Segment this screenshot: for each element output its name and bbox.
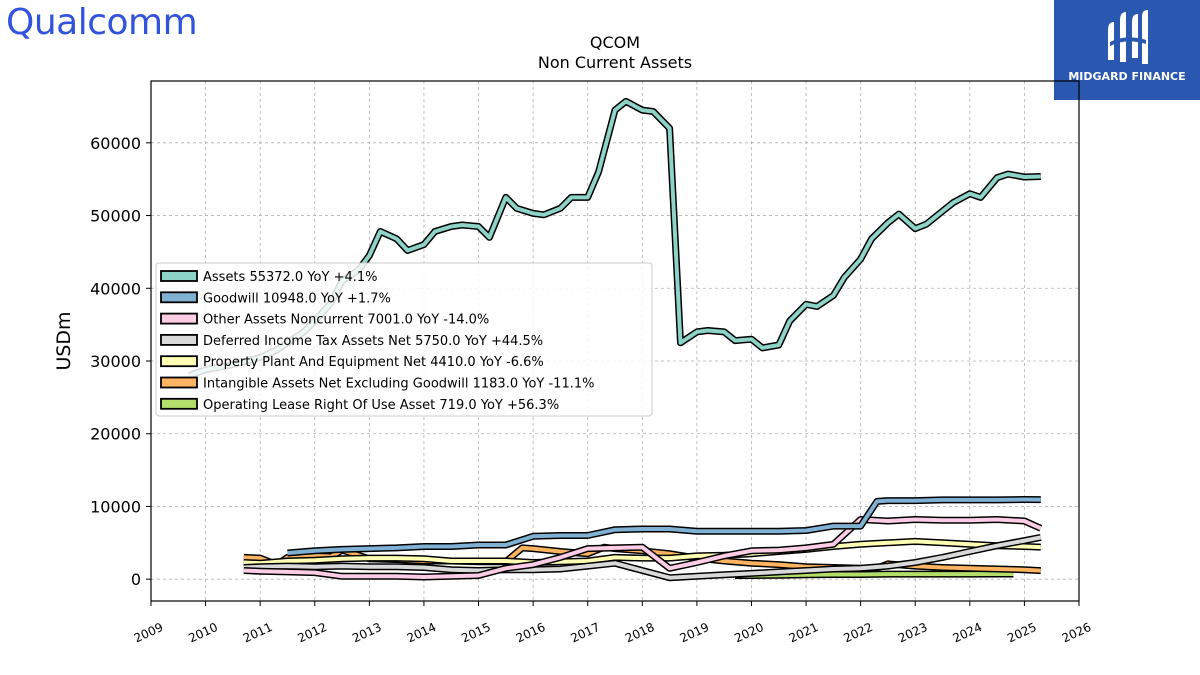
legend-entry: Operating Lease Right Of Use Asset 719.0… [203,398,559,413]
y-tick-label: 20000 [90,425,141,444]
x-tick-label: 2020 [732,620,766,646]
chart-title: QCOM [590,33,640,52]
x-tick-label: 2014 [405,620,439,646]
x-tick-label: 2019 [678,620,712,646]
x-tick-label: 2015 [459,620,493,646]
x-tick-label: 2023 [896,620,930,646]
legend-swatch [160,270,198,282]
x-tick-label: 2010 [186,620,220,646]
legend-swatch [160,333,198,346]
legend-entry: Property Plant And Equipment Net 4410.0 … [203,355,544,370]
legend-swatch [160,376,198,389]
legend-entry: Other Assets Noncurrent 7001.0 YoY -14.0… [203,313,489,328]
series-line-other-assets-noncurrent [243,517,1042,579]
legend-entry: Deferred Income Tax Assets Net 5750.0 Yo… [203,334,543,349]
x-tick-label: 2021 [787,620,821,646]
x-tick-label: 2011 [241,620,275,646]
x-tick-label: 2025 [1005,620,1039,646]
x-tick-label: 2013 [350,620,384,646]
series-line-property-plant-and-equipment-net [243,539,1041,566]
midgard-emblem-icon [1108,10,1148,64]
y-tick-label: 50000 [90,207,141,226]
plot-frame [150,80,1080,602]
legend-entry: Assets 55372.0 YoY +4.1% [203,270,378,285]
x-tick-label: 2009 [132,620,166,646]
legend-swatch [160,355,198,368]
legend-entry: Goodwill 10948.0 YoY +1.7% [203,291,391,306]
y-tick-label: 40000 [90,279,141,298]
qualcomm-logo: Qualcomm [6,2,198,43]
y-tick-label: 10000 [90,497,141,516]
legend-swatch [160,397,198,410]
x-tick-label: 2012 [296,620,330,646]
legend-box [155,262,653,417]
x-tick-label: 2018 [623,620,657,646]
x-tick-label: 2017 [568,620,602,646]
x-tick-label: 2022 [841,620,875,646]
legend: Assets 55372.0 YoY +4.1% Goodwill 10948.0… [155,262,653,417]
y-axis-label: USDm [53,311,75,370]
legend-swatch [160,291,198,304]
midgard-finance-text: MIDGARD FINANCE [1068,70,1186,83]
y-tick-label: 0 [131,570,141,589]
chart-subtitle: Non Current Assets [538,53,692,72]
x-tick-label: 2016 [514,620,548,646]
legend-swatch [160,312,198,325]
series-line-goodwill [287,497,1041,555]
x-tick-label: 2026 [1060,620,1094,646]
series-line-deferred-income-tax-assets-net [243,535,1042,580]
y-tick-label: 60000 [90,134,141,153]
midgard-finance-logo: MIDGARD FINANCE [1054,0,1200,100]
x-tick-label: 2024 [951,620,985,646]
legend-entry: Intangible Assets Net Excluding Goodwill… [203,377,594,392]
y-tick-label: 30000 [90,352,141,371]
